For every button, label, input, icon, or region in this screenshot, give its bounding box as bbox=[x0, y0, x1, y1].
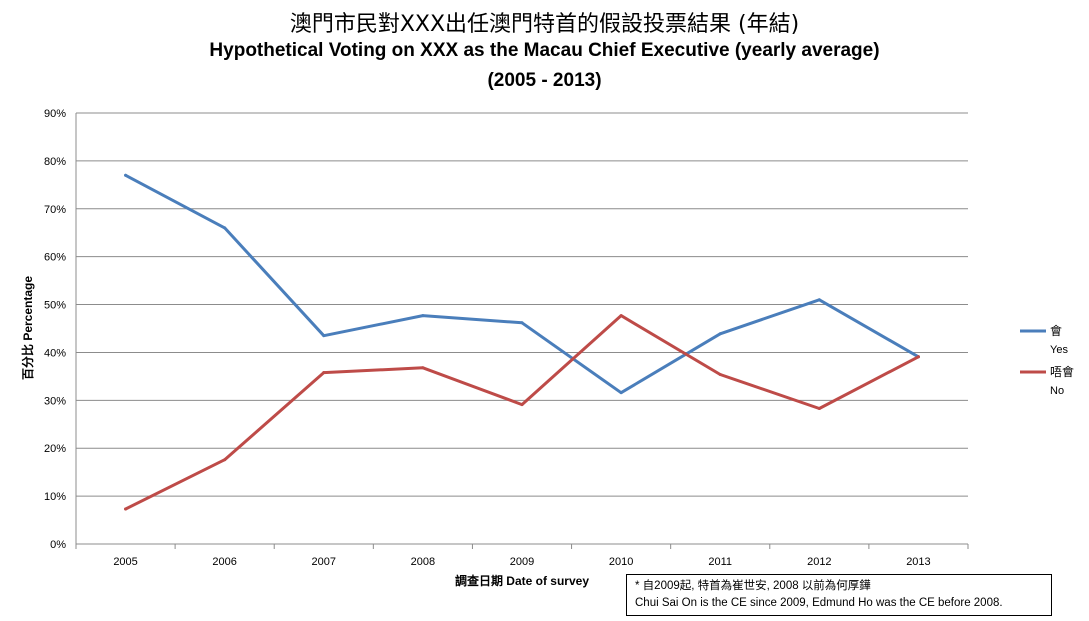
x-tick-label: 2011 bbox=[708, 556, 732, 568]
x-tick-label: 2013 bbox=[906, 556, 930, 568]
data-point bbox=[817, 406, 821, 410]
y-tick-label: 90% bbox=[44, 108, 66, 120]
x-tick-label: 2005 bbox=[113, 556, 137, 568]
data-point bbox=[322, 334, 326, 338]
x-tick-label: 2006 bbox=[212, 556, 236, 568]
footnote-line-chinese: * 自2009起, 特首為崔世安, 2008 以前為何厚鏵 bbox=[635, 580, 871, 592]
legend-label-no: 唔會 bbox=[1050, 365, 1074, 379]
data-point bbox=[718, 332, 722, 336]
y-tick-label: 80% bbox=[44, 156, 66, 168]
chart-subtitle-years: (2005 - 2013) bbox=[487, 70, 602, 91]
y-tick-label: 0% bbox=[50, 539, 66, 551]
data-point bbox=[817, 298, 821, 302]
data-point bbox=[520, 403, 524, 407]
data-point bbox=[619, 314, 623, 318]
data-point bbox=[520, 321, 524, 325]
chart-title-chinese: 澳門市民對XXX出任澳門特首的假設投票結果 (年結) bbox=[289, 12, 800, 37]
legend-sublabel-yes: Yes bbox=[1050, 344, 1068, 356]
y-tick-label: 70% bbox=[44, 204, 66, 216]
data-point bbox=[421, 366, 425, 370]
y-tick-label: 10% bbox=[44, 491, 66, 503]
y-tick-label: 20% bbox=[44, 443, 66, 455]
data-point bbox=[421, 314, 425, 318]
data-point bbox=[322, 371, 326, 375]
footnote-box: * 自2009起, 特首為崔世安, 2008 以前為何厚鏵 Chui Sai O… bbox=[626, 574, 1052, 616]
y-tick-label: 30% bbox=[44, 395, 66, 407]
y-tick-label: 40% bbox=[44, 347, 66, 359]
series-line-yes bbox=[124, 173, 920, 395]
x-tick-label: 2008 bbox=[411, 556, 435, 568]
x-axis-title: 調查日期 Date of survey bbox=[455, 573, 589, 588]
x-tick-label: 2012 bbox=[807, 556, 831, 568]
chart-title-english: Hypothetical Voting on XXX as the Macau … bbox=[209, 40, 880, 61]
legend-sublabel-no: No bbox=[1050, 385, 1064, 397]
x-tick-label: 2009 bbox=[510, 556, 534, 568]
data-point bbox=[124, 507, 128, 511]
data-point bbox=[619, 391, 623, 395]
x-tick-label: 2007 bbox=[312, 556, 336, 568]
legend-label-yes: 會 bbox=[1050, 324, 1062, 338]
data-point bbox=[916, 355, 920, 359]
x-tick-label: 2010 bbox=[609, 556, 633, 568]
data-point bbox=[223, 226, 227, 230]
y-axis-title: 百分比 Percentage bbox=[20, 276, 35, 380]
series-line-no bbox=[124, 314, 920, 511]
y-tick-label: 60% bbox=[44, 252, 66, 264]
y-tick-label: 50% bbox=[44, 300, 66, 312]
data-point bbox=[124, 173, 128, 177]
data-point bbox=[718, 372, 722, 376]
data-point bbox=[223, 458, 227, 462]
footnote-line-english: Chui Sai On is the CE since 2009, Edmund… bbox=[635, 597, 1003, 609]
